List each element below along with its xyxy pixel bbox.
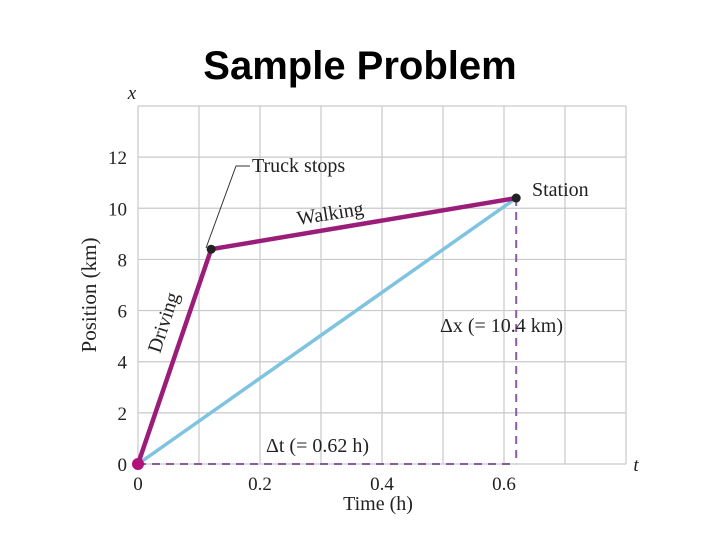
- y-axis-title: Position (km): [77, 238, 101, 353]
- x-axis-title: Time (h): [343, 493, 413, 515]
- y-tick-label: 8: [118, 250, 128, 271]
- data-point: [206, 244, 216, 254]
- data-point: [511, 193, 521, 203]
- t-axis-symbol: t: [633, 455, 639, 476]
- truck-stops-label: Truck stops: [252, 155, 345, 177]
- displacement-line: [136, 196, 518, 466]
- guide-lines: [138, 198, 518, 465]
- truck-stops-leader: [205, 165, 250, 249]
- tick-labels: 0 2 4 6 8 10 12 0 0.2 0.4 0.6: [108, 148, 516, 495]
- y-tick-label: 4: [118, 353, 128, 374]
- x-tick-label: 0.2: [248, 474, 272, 495]
- delta-t-label: Δt (= 0.62 h): [266, 435, 369, 457]
- y-tick-label: 0: [118, 455, 128, 476]
- x-tick-label: 0: [133, 474, 143, 495]
- station-label: Station: [532, 179, 589, 201]
- slide-title: Sample Problem: [203, 44, 517, 88]
- x-tick-label: 0.6: [492, 474, 516, 495]
- data-point: [132, 458, 144, 470]
- grid: [137, 105, 627, 465]
- x-tick-label: 0.4: [370, 474, 394, 495]
- y-tick-label: 6: [118, 302, 128, 323]
- x-axis-symbol: x: [127, 83, 137, 104]
- y-tick-label: 10: [108, 199, 127, 220]
- y-tick-label: 12: [108, 148, 127, 169]
- points-group: [132, 193, 521, 470]
- y-tick-label: 2: [118, 404, 128, 425]
- delta-x-label: Δx (= 10.4 km): [440, 315, 563, 337]
